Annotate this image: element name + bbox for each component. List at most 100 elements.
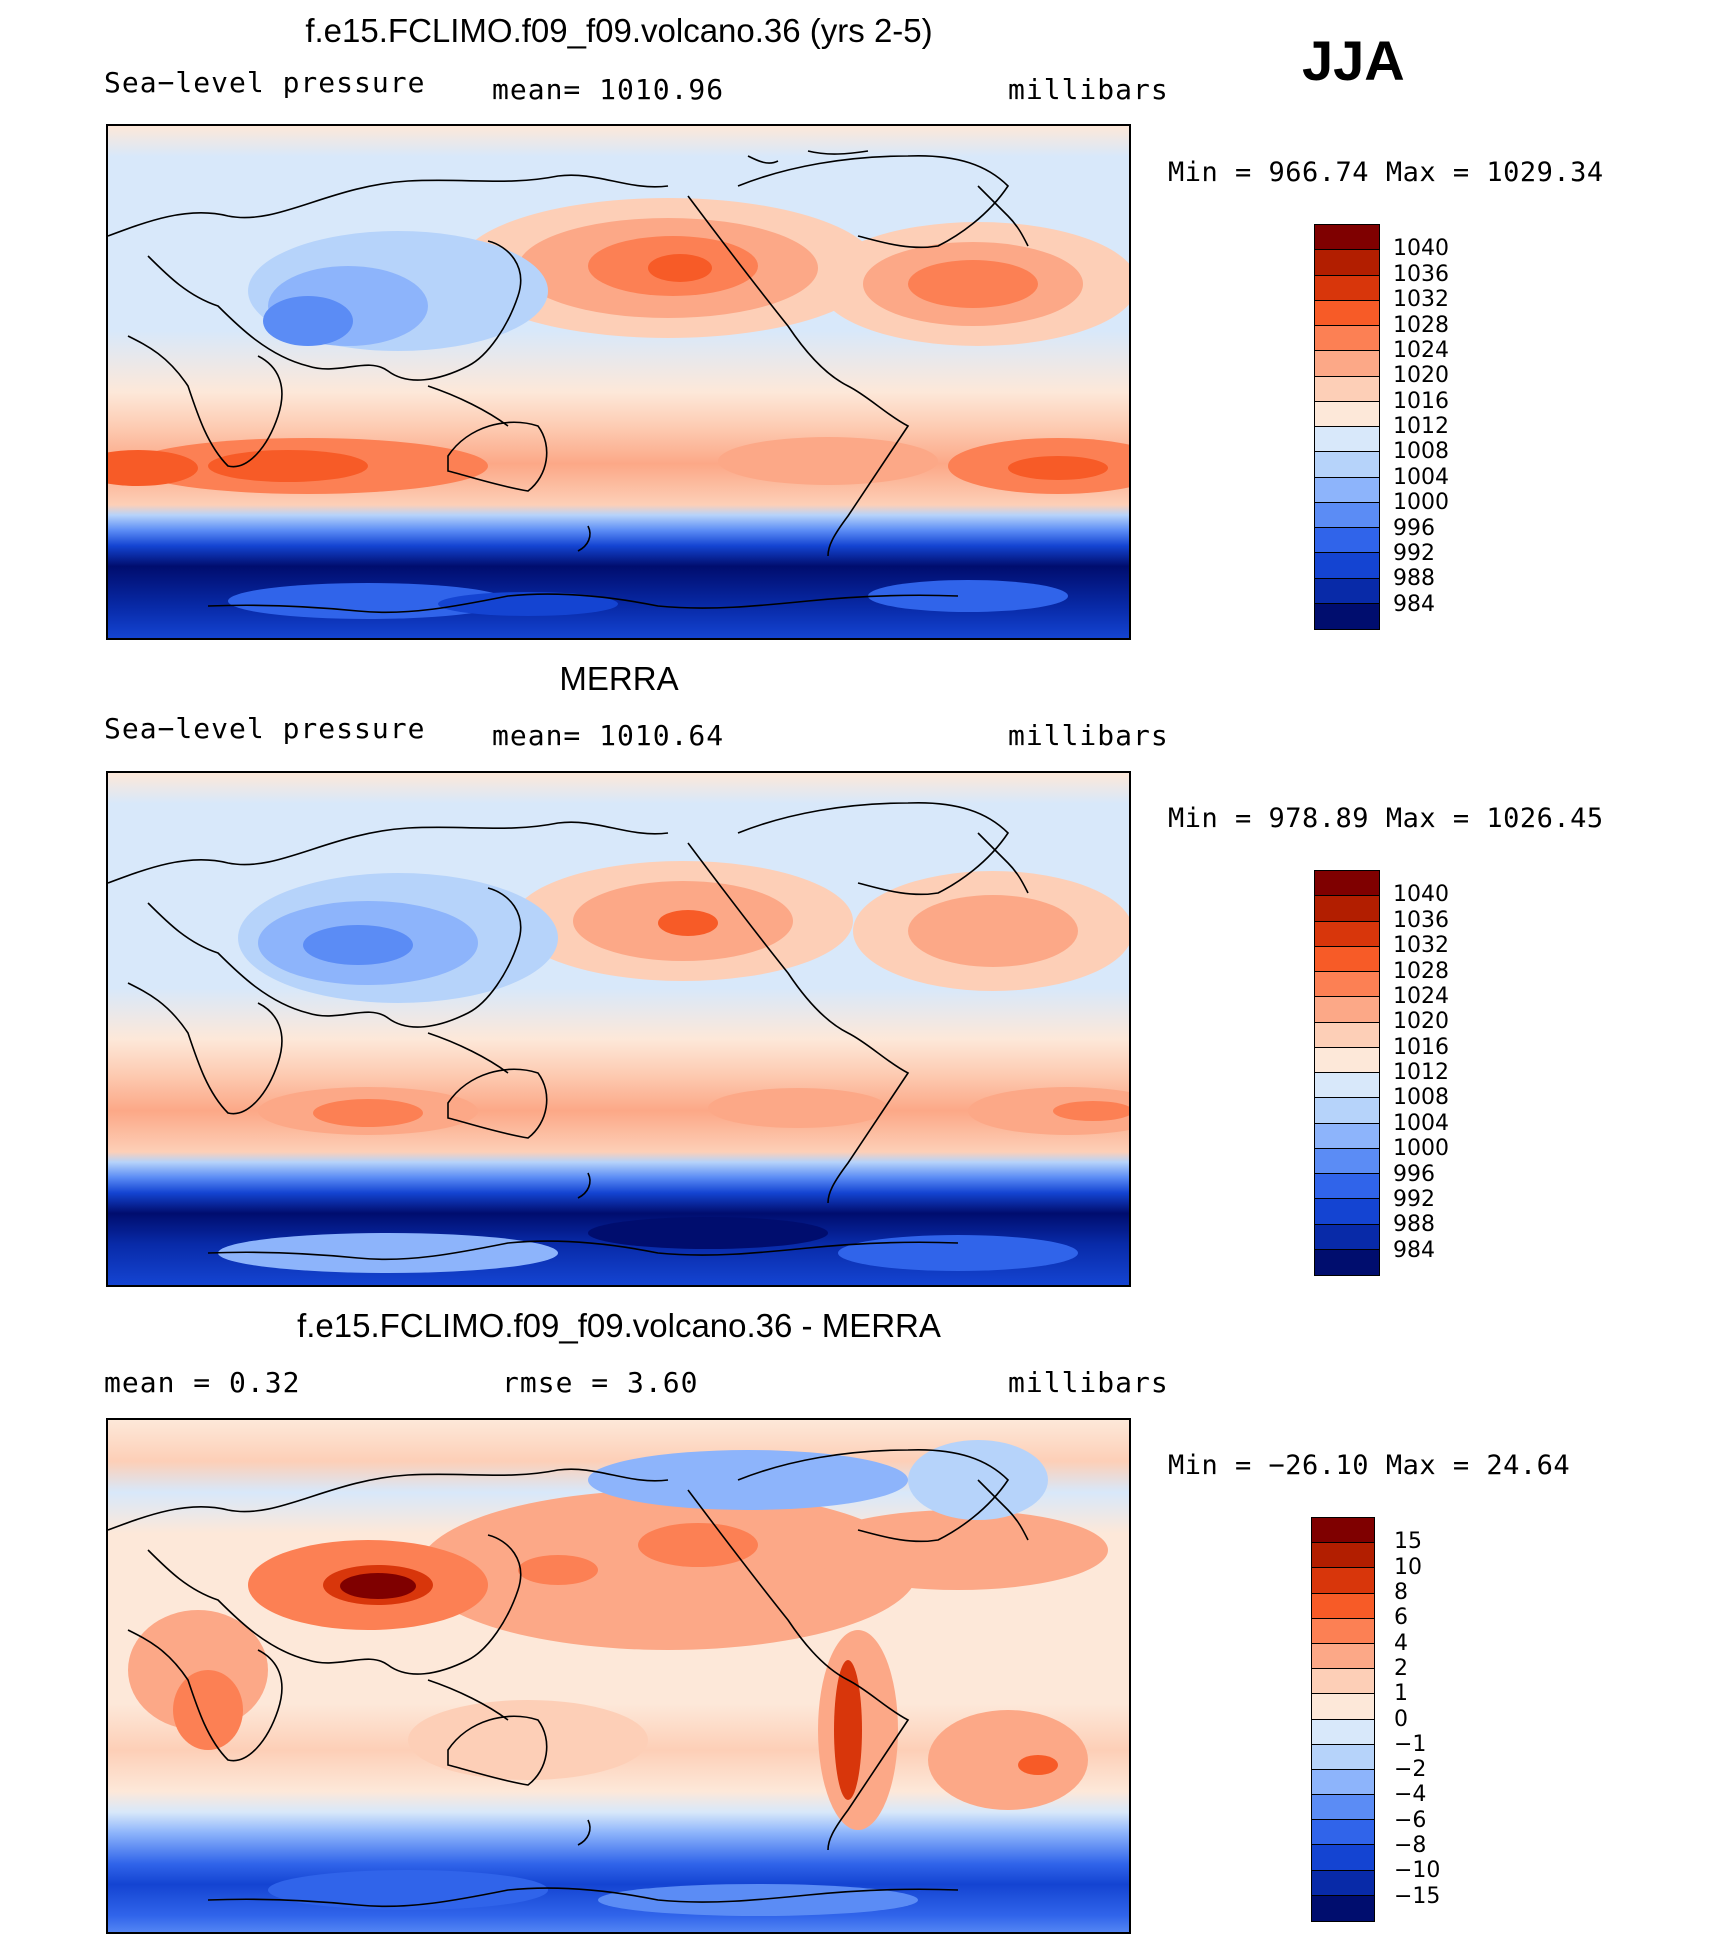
colorbar-swatch bbox=[1315, 1249, 1379, 1275]
panel-model-map bbox=[106, 124, 1131, 640]
colorbar-swatch bbox=[1315, 972, 1379, 998]
colorbar-swatch bbox=[1312, 1744, 1374, 1770]
panel-diff-units-label: millibars bbox=[1008, 1366, 1169, 1399]
colorbar-tick-label: 1040 bbox=[1393, 236, 1449, 262]
panel-diff-colorbar bbox=[1311, 1517, 1375, 1922]
panel-obs-units-label: millibars bbox=[1008, 719, 1169, 752]
panel-model-colorbar bbox=[1314, 224, 1380, 630]
colorbar-tick-label: 1024 bbox=[1393, 983, 1449, 1009]
colorbar-swatch bbox=[1312, 1568, 1374, 1594]
colorbar-tick-label: −2 bbox=[1394, 1757, 1427, 1783]
panel-model-variable-label: Sea−level pressure bbox=[104, 66, 426, 99]
colorbar-swatch bbox=[1315, 1174, 1379, 1200]
panel-model-units-label: millibars bbox=[1008, 73, 1169, 106]
panel-diff-map bbox=[106, 1418, 1131, 1934]
colorbar-tick-label: 1020 bbox=[1393, 363, 1449, 389]
colorbar-swatch bbox=[1315, 553, 1379, 579]
colorbar-tick-label: 1028 bbox=[1393, 958, 1449, 984]
colorbar-swatch bbox=[1312, 1895, 1374, 1921]
colorbar-tick-label: 1032 bbox=[1393, 287, 1449, 313]
colorbar-swatch bbox=[1312, 1820, 1374, 1846]
colorbar-swatch bbox=[1315, 376, 1379, 402]
colorbar-swatch bbox=[1312, 1870, 1374, 1896]
colorbar-tick-label: 996 bbox=[1393, 1161, 1435, 1187]
colorbar-swatch bbox=[1312, 1593, 1374, 1619]
panel-obs-variable-label: Sea−level pressure bbox=[104, 712, 426, 745]
colorbar-swatch bbox=[1312, 1845, 1374, 1871]
colorbar-tick-label: 8 bbox=[1394, 1579, 1408, 1605]
colorbar-tick-label: −15 bbox=[1394, 1883, 1441, 1909]
season-label: JJA bbox=[1302, 29, 1405, 92]
colorbar-swatch bbox=[1315, 1224, 1379, 1250]
colorbar-swatch bbox=[1315, 578, 1379, 604]
colorbar-swatch bbox=[1312, 1518, 1374, 1544]
colorbar-tick-label: 1040 bbox=[1393, 882, 1449, 908]
colorbar-tick-label: 2 bbox=[1394, 1655, 1408, 1681]
colorbar-tick-label: 1004 bbox=[1393, 1110, 1449, 1136]
colorbar-tick-label: 1012 bbox=[1393, 414, 1449, 439]
panel-obs-map bbox=[106, 771, 1131, 1287]
colorbar-swatch bbox=[1312, 1694, 1374, 1720]
colorbar-tick-label: 1020 bbox=[1393, 1009, 1449, 1035]
colorbar-swatch bbox=[1315, 401, 1379, 427]
colorbar-swatch bbox=[1315, 1073, 1379, 1099]
colorbar-swatch bbox=[1315, 1148, 1379, 1174]
colorbar-tick-label: 1000 bbox=[1393, 490, 1449, 516]
colorbar-tick-label: −8 bbox=[1394, 1833, 1427, 1859]
colorbar-tick-label: 1016 bbox=[1393, 388, 1449, 414]
colorbar-swatch bbox=[1315, 871, 1379, 897]
colorbar-tick-label: 6 bbox=[1394, 1605, 1408, 1631]
colorbar-tick-label: 992 bbox=[1393, 540, 1435, 566]
colorbar-swatch bbox=[1315, 896, 1379, 922]
panel-diff-minmax: Min = −26.10 Max = 24.64 bbox=[1168, 1450, 1571, 1481]
colorbar-tick-label: 1024 bbox=[1393, 337, 1449, 363]
panel-diff-mean-label: mean = 0.32 bbox=[104, 1366, 301, 1399]
colorbar-swatch bbox=[1312, 1795, 1374, 1821]
colorbar-swatch bbox=[1315, 1123, 1379, 1149]
colorbar-swatch bbox=[1315, 946, 1379, 972]
colorbar-swatch bbox=[1315, 300, 1379, 326]
colorbar-swatch bbox=[1312, 1719, 1374, 1745]
colorbar-tick-label: 15 bbox=[1394, 1529, 1422, 1555]
panel-model-mean-label: mean= 1010.96 bbox=[492, 73, 725, 106]
panel-diff-title: f.e15.FCLIMO.f09_f09.volcano.36 - MERRA bbox=[297, 1307, 941, 1344]
colorbar-swatch bbox=[1315, 275, 1379, 301]
colorbar-swatch bbox=[1315, 921, 1379, 947]
colorbar-swatch bbox=[1315, 997, 1379, 1023]
colorbar-tick-label: 984 bbox=[1393, 1237, 1435, 1263]
colorbar-swatch bbox=[1315, 502, 1379, 528]
colorbar-tick-label: 1 bbox=[1394, 1681, 1408, 1707]
colorbar-swatch bbox=[1315, 250, 1379, 276]
panel-model-minmax: Min = 966.74 Max = 1029.34 bbox=[1168, 157, 1604, 188]
panel-model-title: f.e15.FCLIMO.f09_f09.volcano.36 (yrs 2-5… bbox=[305, 12, 933, 49]
colorbar-tick-label: 1016 bbox=[1393, 1034, 1449, 1060]
colorbar-swatch bbox=[1315, 225, 1379, 251]
colorbar-swatch bbox=[1315, 477, 1379, 503]
colorbar-tick-label: 1008 bbox=[1393, 1085, 1449, 1111]
colorbar-swatch bbox=[1315, 1098, 1379, 1124]
colorbar-tick-label: −6 bbox=[1394, 1807, 1427, 1833]
colorbar-tick-label: 988 bbox=[1393, 566, 1435, 592]
colorbar-tick-label: 1036 bbox=[1393, 261, 1449, 287]
colorbar-tick-label: 996 bbox=[1393, 515, 1435, 541]
colorbar-swatch bbox=[1315, 452, 1379, 478]
colorbar-tick-label: 0 bbox=[1394, 1706, 1408, 1732]
colorbar-tick-label: −10 bbox=[1394, 1858, 1441, 1884]
colorbar-tick-label: 984 bbox=[1393, 591, 1435, 617]
colorbar-tick-label: 1000 bbox=[1393, 1136, 1449, 1162]
colorbar-tick-label: 1012 bbox=[1393, 1060, 1449, 1085]
colorbar-tick-label: −4 bbox=[1394, 1782, 1427, 1808]
colorbar-tick-label: 1004 bbox=[1393, 464, 1449, 490]
colorbar-swatch bbox=[1315, 1199, 1379, 1225]
colorbar-swatch bbox=[1315, 326, 1379, 352]
panel-obs-mean-label: mean= 1010.64 bbox=[492, 719, 725, 752]
colorbar-tick-label: 4 bbox=[1394, 1630, 1408, 1656]
colorbar-swatch bbox=[1315, 1047, 1379, 1073]
colorbar-swatch bbox=[1315, 528, 1379, 554]
colorbar-tick-label: 1008 bbox=[1393, 439, 1449, 465]
colorbar-tick-label: 1028 bbox=[1393, 312, 1449, 338]
colorbar-swatch bbox=[1312, 1769, 1374, 1796]
panel-obs-title: MERRA bbox=[559, 660, 679, 697]
colorbar-tick-label: 1036 bbox=[1393, 907, 1449, 933]
colorbar-swatch bbox=[1312, 1618, 1374, 1644]
